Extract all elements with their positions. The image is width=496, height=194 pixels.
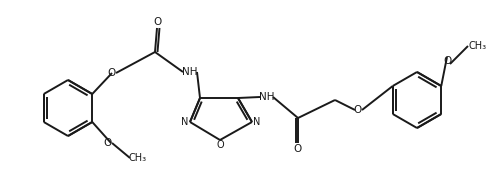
Text: O: O xyxy=(354,105,362,115)
Text: N: N xyxy=(182,117,188,127)
Text: NH: NH xyxy=(182,67,198,77)
Text: O: O xyxy=(108,68,116,78)
Text: O: O xyxy=(443,56,451,66)
Text: O: O xyxy=(216,140,224,150)
Text: CH₃: CH₃ xyxy=(469,41,487,51)
Text: O: O xyxy=(103,138,111,148)
Text: O: O xyxy=(294,144,302,154)
Text: N: N xyxy=(253,117,261,127)
Text: NH: NH xyxy=(259,92,275,102)
Text: O: O xyxy=(154,17,162,27)
Text: CH₃: CH₃ xyxy=(129,153,147,163)
